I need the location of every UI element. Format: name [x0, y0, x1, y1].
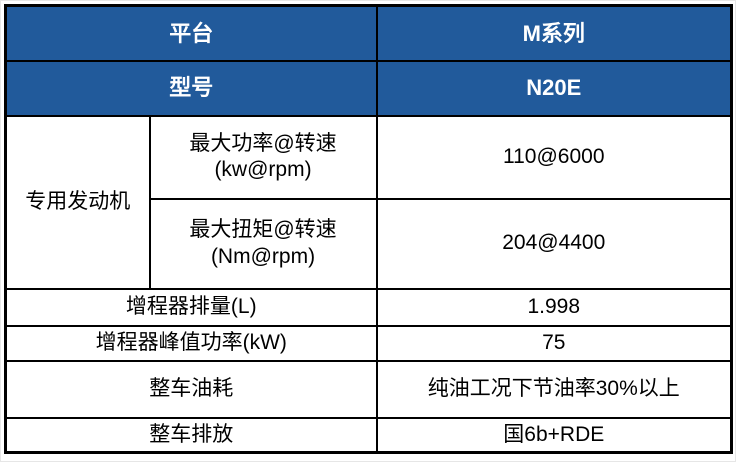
max-power-label-cell: 最大功率@转速 (kw@rpm) — [148, 114, 378, 200]
model-row: 型号 N20E — [4, 59, 733, 117]
engine-group-label-cell: 专用发动机 — [4, 114, 151, 290]
peak-power-row: 增程器峰值功率(kW) 75 — [4, 324, 733, 362]
platform-value-cell: M系列 — [375, 4, 733, 62]
platform-label-cell: 平台 — [4, 4, 378, 62]
fuel-consumption-value-cell: 纯油工况下节油率30%以上 — [375, 359, 733, 419]
platform-row: 平台 M系列 — [4, 4, 733, 62]
max-torque-label-line1: 最大扭矩@转速 — [189, 218, 337, 242]
max-torque-row: 最大扭矩@转速 (Nm@rpm) 204@4400 — [6, 197, 733, 290]
emission-value-cell: 国6b+RDE — [375, 416, 733, 454]
model-value-cell: N20E — [375, 59, 733, 117]
max-torque-value-cell: 204@4400 — [375, 197, 733, 290]
peak-power-label-cell: 增程器峰值功率(kW) — [4, 324, 378, 362]
model-label-cell: 型号 — [4, 59, 378, 117]
max-power-value-cell: 110@6000 — [375, 114, 733, 200]
max-power-label-line1: 最大功率@转速 — [189, 131, 337, 155]
engine-spec-table: 平台 M系列 型号 N20E 专用发动机 最大功率@转速 (kw@rpm) 11… — [4, 4, 734, 454]
displacement-row: 增程器排量(L) 1.998 — [4, 287, 733, 327]
emission-label-cell: 整车排放 — [4, 416, 378, 454]
max-power-row: 专用发动机 最大功率@转速 (kw@rpm) 110@6000 — [4, 114, 733, 290]
max-torque-label-line2: (Nm@rpm) — [210, 244, 316, 268]
peak-power-value-cell: 75 — [375, 324, 733, 362]
max-torque-label-cell: 最大扭矩@转速 (Nm@rpm) — [148, 197, 378, 290]
max-power-label-line2: (kw@rpm) — [214, 158, 312, 181]
fuel-consumption-label-cell: 整车油耗 — [4, 359, 378, 419]
displacement-value-cell: 1.998 — [375, 287, 733, 327]
fuel-consumption-row: 整车油耗 纯油工况下节油率30%以上 — [4, 359, 733, 419]
emission-row: 整车排放 国6b+RDE — [4, 416, 733, 454]
displacement-label-cell: 增程器排量(L) — [4, 287, 378, 327]
